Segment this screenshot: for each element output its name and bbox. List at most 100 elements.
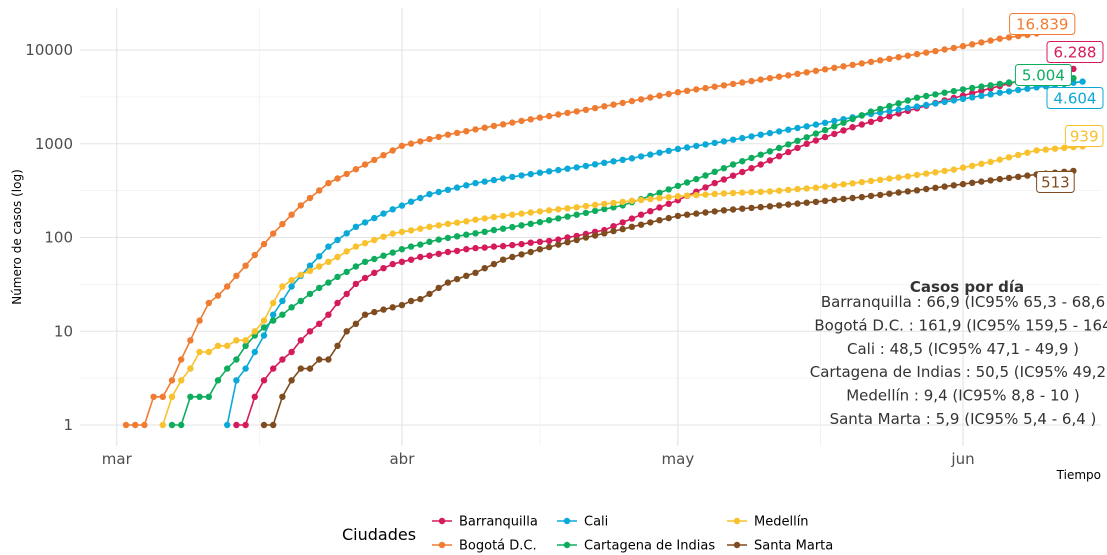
data-point [168, 393, 176, 400]
data-point [490, 122, 498, 130]
data-point [601, 205, 608, 213]
data-point [867, 58, 875, 65]
data-point [831, 117, 838, 125]
data-point [739, 168, 746, 176]
data-point [1005, 154, 1013, 161]
data-point [932, 169, 939, 176]
data-point [1005, 88, 1013, 95]
data-point [941, 89, 948, 96]
data-point [895, 106, 902, 113]
data-point [334, 253, 341, 261]
data-point [803, 134, 810, 141]
data-point [601, 103, 608, 110]
data-point [490, 260, 498, 268]
data-point [288, 277, 295, 284]
legend-label: Bogotá D.C. [459, 539, 537, 554]
data-point [463, 218, 470, 225]
data-point [674, 212, 682, 220]
data-point [656, 149, 663, 156]
series-line [226, 80, 1083, 426]
data-point [325, 243, 332, 250]
data-point [831, 130, 838, 138]
data-point [325, 311, 332, 318]
data-point [720, 190, 728, 197]
legend-item: Barranquilla [432, 515, 538, 530]
data-point [481, 215, 488, 222]
data-point [417, 194, 424, 202]
data-point [573, 211, 580, 218]
data-point [904, 188, 911, 195]
data-point [785, 126, 792, 133]
data-point [481, 178, 488, 185]
legend-label: Barranquilla [459, 515, 538, 530]
data-point [702, 184, 709, 191]
data-point [343, 328, 350, 335]
data-point [877, 176, 884, 183]
data-point [748, 133, 755, 140]
data-point [270, 230, 277, 237]
data-point [389, 260, 396, 268]
data-point [757, 161, 764, 168]
data-point [260, 324, 268, 331]
data-point [316, 263, 323, 270]
legend-item: Cartagena de Indias [557, 539, 715, 554]
data-point [463, 182, 470, 189]
data-point [407, 297, 415, 305]
data-point [711, 208, 718, 215]
data-point [693, 86, 700, 93]
data-point [352, 243, 360, 250]
data-point [564, 213, 571, 220]
data-point [867, 118, 875, 126]
data-point [886, 102, 893, 110]
data-point [582, 162, 590, 170]
data-point [260, 421, 268, 429]
data-point [996, 156, 1003, 163]
data-point [1005, 79, 1013, 86]
data-point [978, 160, 985, 167]
series-end-labels: 6.288 16.839 4.604 5.004 939 513 [1009, 13, 1104, 193]
data-point [775, 153, 783, 160]
data-point [481, 265, 488, 272]
data-point [895, 174, 902, 181]
data-point [352, 223, 360, 230]
data-point [187, 393, 194, 400]
legend-key-point [438, 517, 446, 525]
legend-item: Santa Marta [727, 539, 833, 554]
data-point [233, 377, 240, 384]
y-tick-label: 10 [54, 322, 73, 340]
data-point [702, 141, 709, 148]
data-point [472, 126, 479, 133]
data-point [334, 342, 341, 349]
data-point [619, 156, 626, 163]
data-point [729, 189, 737, 197]
data-point [407, 227, 415, 234]
legend-key-point [563, 541, 571, 549]
data-point [812, 67, 820, 75]
data-point [205, 393, 212, 400]
data-point [610, 223, 617, 230]
data-point [518, 222, 525, 229]
data-point [1051, 145, 1059, 152]
data-point [1015, 151, 1022, 159]
data-point [877, 191, 884, 199]
legend-key-point [438, 541, 446, 549]
data-point [637, 196, 645, 204]
data-point [803, 199, 810, 206]
data-point [877, 115, 884, 123]
data-point [334, 175, 341, 182]
data-point [527, 170, 534, 178]
data-point [665, 214, 672, 222]
data-point [279, 220, 286, 228]
y-axis-title: Número de casos (log) [10, 169, 24, 305]
data-point [591, 201, 599, 209]
series-cali [224, 78, 1086, 429]
legend-item: Cali [557, 515, 608, 530]
data-point [794, 200, 801, 207]
data-point [610, 199, 617, 207]
data-point [426, 290, 433, 298]
data-point [886, 55, 893, 62]
annotation-line: Barranquilla : 66,9 (IC95% 65,3 - 68,6 [821, 293, 1105, 311]
data-point [610, 158, 617, 165]
data-point [361, 161, 369, 168]
